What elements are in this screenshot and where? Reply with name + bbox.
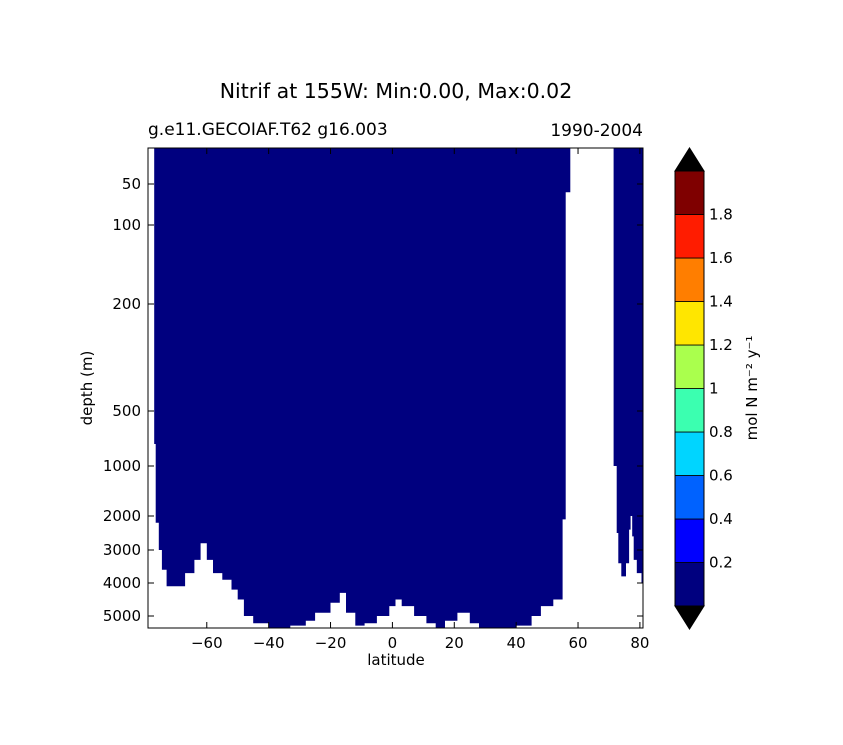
colorbar-tick-label: 0.4: [709, 510, 733, 528]
x-tick-label: 0: [388, 634, 398, 652]
colorbar-tick-label: 0.8: [709, 423, 733, 441]
y-tick-label: 2000: [103, 507, 141, 525]
chart-title: Nitrif at 155W: Min:0.00, Max:0.02: [220, 79, 573, 103]
colorbar-tick-label: 0.6: [709, 467, 733, 485]
x-tick-label: 20: [445, 634, 464, 652]
ocean-field-left: [154, 148, 571, 628]
y-tick-label: 3000: [103, 541, 141, 559]
colorbar-segment: [674, 344, 705, 389]
y-tick-label: 5000: [103, 607, 141, 625]
colorbar: [674, 147, 705, 630]
colorbar-outline: [674, 170, 705, 607]
colorbar-tick-label: 1.4: [709, 293, 733, 311]
y-tick-label: 1000: [103, 457, 141, 475]
y-tick-label: 200: [112, 295, 141, 313]
colorbar-extend-top: [674, 147, 705, 172]
colorbar-tick-label: 1.8: [709, 206, 733, 224]
colorbar-ticks: 0.2 0.4 0.6 0.8 1 1.2 1.4 1.6 1.8: [709, 206, 733, 572]
colorbar-tick-label: 1: [709, 380, 719, 398]
colorbar-segment: [674, 170, 705, 215]
colorbar-extend-bottom: [674, 605, 705, 630]
chart-subtitle-left: g.e11.GECOIAF.T62 g16.003: [148, 120, 388, 140]
colorbar-tick-label: 0.2: [709, 554, 733, 572]
plot-area: [147, 147, 644, 629]
colorbar-segment: [674, 431, 705, 476]
x-tick-label: 40: [507, 634, 526, 652]
y-tick-label: 500: [112, 402, 141, 420]
y-tick-label: 4000: [103, 574, 141, 592]
x-tick-label: −20: [315, 634, 347, 652]
x-tick-label: −40: [253, 634, 285, 652]
colorbar-tick-label: 1.6: [709, 249, 733, 267]
colorbar-segment: [674, 388, 705, 433]
colorbar-segment: [674, 475, 705, 520]
chart-subtitle-right: 1990-2004: [550, 121, 643, 141]
y-tick-label: 50: [122, 175, 141, 193]
colorbar-segment: [674, 257, 705, 302]
colorbar-segment: [674, 214, 705, 259]
x-axis: −60 −40 −20 0 20 40 60 80: [191, 148, 649, 652]
ocean-field-arctic: [613, 148, 643, 583]
x-tick-label: 80: [630, 634, 649, 652]
colorbar-segment: [674, 301, 705, 346]
y-axis-label: depth (m): [78, 351, 96, 426]
x-tick-label: 60: [568, 634, 587, 652]
colorbar-label: mol N m⁻² y⁻¹: [743, 336, 761, 441]
y-axis: 50 100 200 500 1000 2000 3000 4000 5000: [103, 175, 643, 625]
colorbar-segment: [674, 518, 705, 563]
y-tick-label: 100: [112, 216, 141, 234]
x-tick-label: −60: [191, 634, 223, 652]
plot-frame: [147, 147, 644, 629]
colorbar-tick-label: 1.2: [709, 336, 733, 354]
x-axis-label: latitude: [367, 651, 425, 669]
colorbar-segment: [674, 562, 705, 607]
